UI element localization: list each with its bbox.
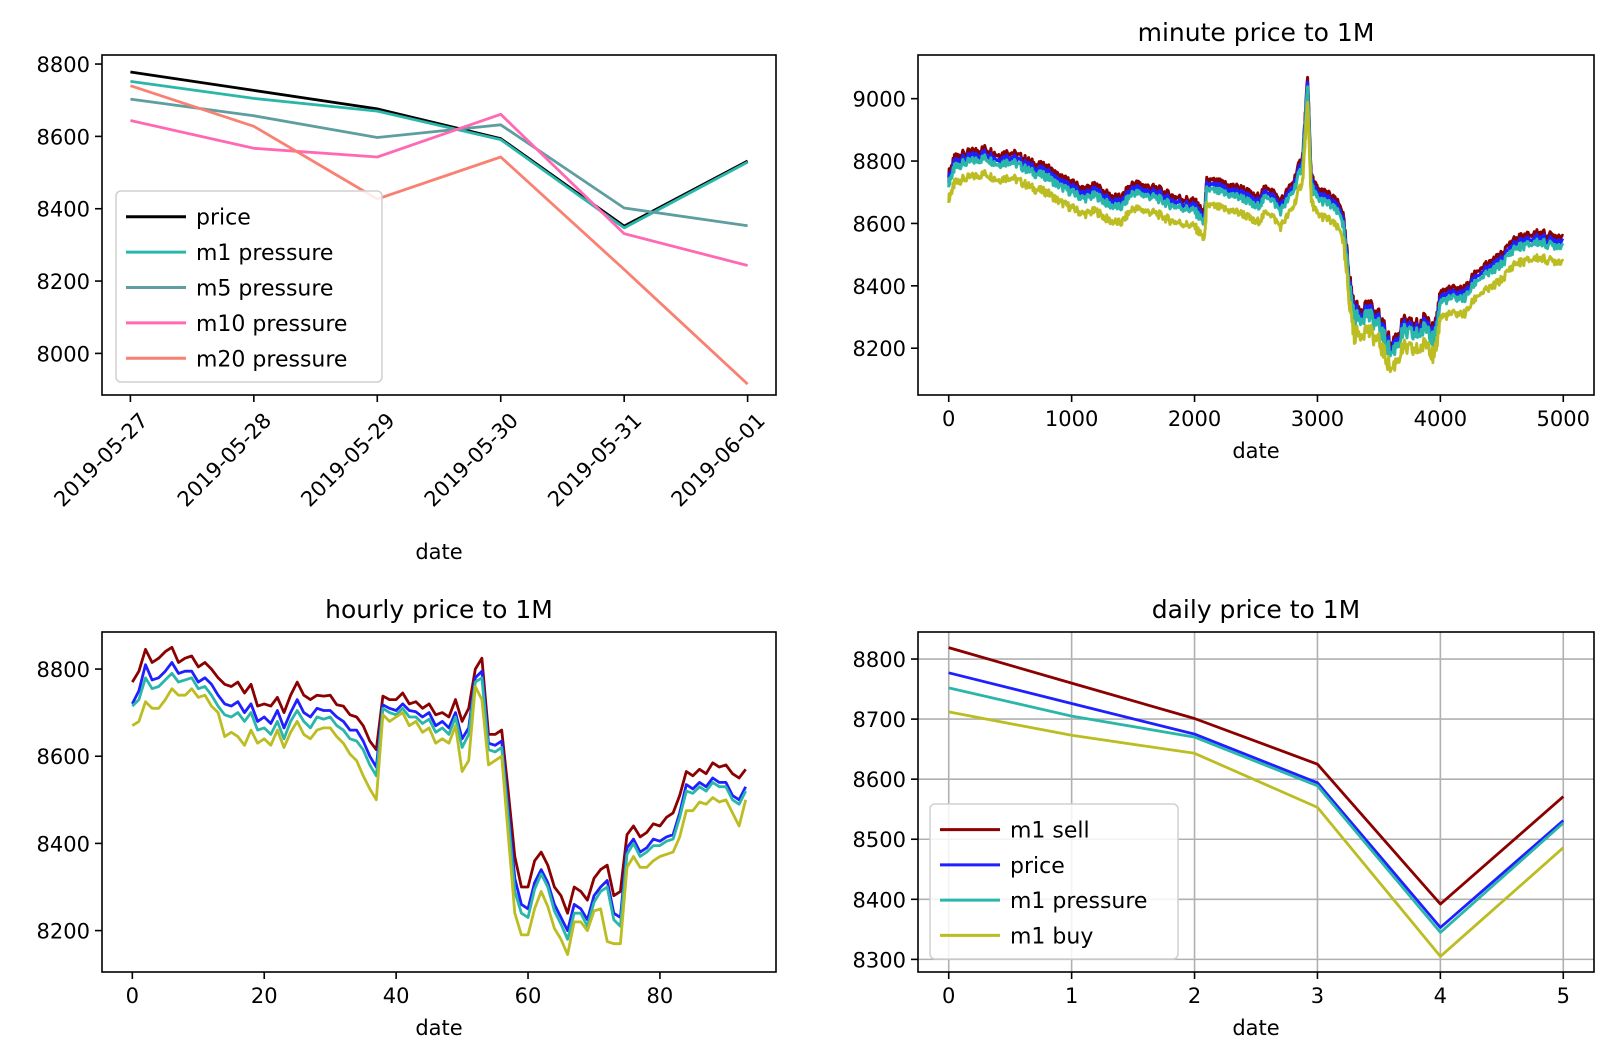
- x-tick-label: 4: [1434, 984, 1447, 1008]
- series-group: [948, 646, 1565, 958]
- legend-label: m10 pressure: [196, 312, 347, 337]
- y-tick-label: 8800: [853, 150, 906, 174]
- y-tick-label: 8400: [37, 832, 90, 856]
- legend-label: m1 pressure: [1010, 889, 1147, 914]
- x-tick-label: 3: [1311, 984, 1324, 1008]
- legend-label: m1 buy: [1010, 924, 1093, 949]
- axes-frame: [101, 631, 777, 973]
- series-line-m20-pressure: [129, 84, 749, 386]
- legend-label: m5 pressure: [196, 277, 333, 302]
- legend-label: m1 pressure: [196, 241, 333, 266]
- series-line-m1-sell: [947, 75, 1565, 349]
- series-line-m1-pressure: [130, 80, 749, 230]
- axes-frame: [917, 54, 1595, 396]
- y-tick-label: 8500: [853, 828, 906, 852]
- y-tick-label: 8400: [853, 275, 906, 299]
- y-tick-label: 8400: [37, 198, 90, 222]
- series-line-m1-sell: [948, 646, 1565, 906]
- y-tick-label: 8400: [853, 888, 906, 912]
- series-line-m1-pressure: [131, 672, 747, 941]
- x-tick-label: 5: [1557, 984, 1570, 1008]
- x-tick-label: 2019-05-30: [420, 408, 523, 511]
- series-line-price: [948, 671, 1565, 929]
- x-axis-label: date: [1232, 439, 1279, 463]
- legend: m1 sell price m1 pressure m1 buy: [929, 803, 1179, 960]
- series-line-m1-buy: [948, 710, 1565, 958]
- x-tick-label: 1: [1065, 984, 1078, 1008]
- y-tick-label: 8600: [37, 125, 90, 149]
- x-axis-label: date: [415, 540, 462, 564]
- y-tick-label: 9000: [853, 88, 906, 112]
- legend-label: m1 sell: [1010, 819, 1090, 844]
- x-tick-label: 80: [647, 984, 674, 1008]
- legend-box: [115, 190, 383, 383]
- x-tick-label: 0: [942, 407, 955, 431]
- y-tick-label: 8800: [853, 648, 906, 672]
- y-tick-label: 8200: [37, 920, 90, 944]
- series-line-m1-buy: [131, 685, 748, 956]
- y-tick-label: 8300: [853, 948, 906, 972]
- legend-label: price: [1010, 854, 1065, 879]
- x-tick-label: 2019-05-28: [173, 408, 276, 511]
- legend-label: m20 pressure: [196, 347, 347, 372]
- x-tick-label: 4000: [1414, 407, 1467, 431]
- x-tick-label: 2019-05-31: [543, 408, 646, 511]
- y-tick-label: 8200: [853, 337, 906, 361]
- chart-title: hourly price to 1M: [325, 595, 553, 624]
- subplot-1: 2019-05-27 2019-05-28 2019-05-29 2019-05-30…: [37, 53, 777, 564]
- series-group: [131, 645, 748, 956]
- x-axis-label: date: [415, 1016, 462, 1040]
- series-group: [129, 70, 749, 386]
- x-tick-label: 5000: [1537, 407, 1590, 431]
- x-tick-label: 2000: [1168, 407, 1221, 431]
- x-tick-label: 60: [515, 984, 542, 1008]
- x-tick-label: 40: [383, 984, 410, 1008]
- legend-label: price: [196, 206, 251, 231]
- subplot-4: 0 1 2 3 4 5 8300 8400 8500 8600 8700 8800 daily pric…: [853, 595, 1595, 1040]
- series-line-price: [130, 70, 749, 228]
- y-tick-label: 8600: [853, 768, 906, 792]
- chart-title: daily price to 1M: [1152, 595, 1361, 624]
- x-tick-label: 1000: [1045, 407, 1098, 431]
- legend: price m1 pressure m5 pressure m10 pressure m…: [115, 190, 383, 383]
- series-line-m1-pressure: [947, 85, 1565, 358]
- series-line-price: [947, 80, 1565, 353]
- series-line-m10-pressure: [130, 112, 748, 267]
- subplot-2: 0 1000 2000 3000 4000 5000 8200 8400 8600 8800 900…: [853, 18, 1595, 463]
- series-line-m5-pressure: [130, 97, 748, 228]
- axes-frame: [917, 631, 1595, 973]
- axes-frame: [101, 54, 777, 396]
- y-tick-label: 8000: [37, 342, 90, 366]
- series-line-m1-pressure: [948, 686, 1565, 934]
- series-line-price: [131, 661, 747, 932]
- x-tick-label: 2: [1188, 984, 1201, 1008]
- series-group: [947, 75, 1565, 374]
- series-line-m1-buy: [947, 100, 1565, 374]
- y-tick-label: 8200: [37, 270, 90, 294]
- x-axis-label: date: [1232, 1016, 1279, 1040]
- y-tick-label: 8600: [853, 212, 906, 236]
- x-tick-label: 2019-05-27: [49, 408, 152, 511]
- y-tick-label: 8800: [37, 53, 90, 77]
- x-tick-label: 0: [942, 984, 955, 1008]
- x-tick-label: 0: [126, 984, 139, 1008]
- x-tick-label: 3000: [1291, 407, 1344, 431]
- y-tick-label: 8600: [37, 745, 90, 769]
- x-tick-label: 2019-05-29: [296, 408, 399, 511]
- legend-box: [929, 803, 1179, 960]
- subplot-3: 0 20 40 60 80 8200 8400 8600 8800 hourly price to…: [37, 595, 777, 1040]
- chart-title: minute price to 1M: [1138, 18, 1375, 47]
- y-tick-label: 8800: [37, 658, 90, 682]
- x-tick-label: 20: [251, 984, 278, 1008]
- series-line-m1-sell: [131, 645, 747, 915]
- y-tick-label: 8700: [853, 708, 906, 732]
- x-tick-label: 2019-06-01: [667, 408, 770, 511]
